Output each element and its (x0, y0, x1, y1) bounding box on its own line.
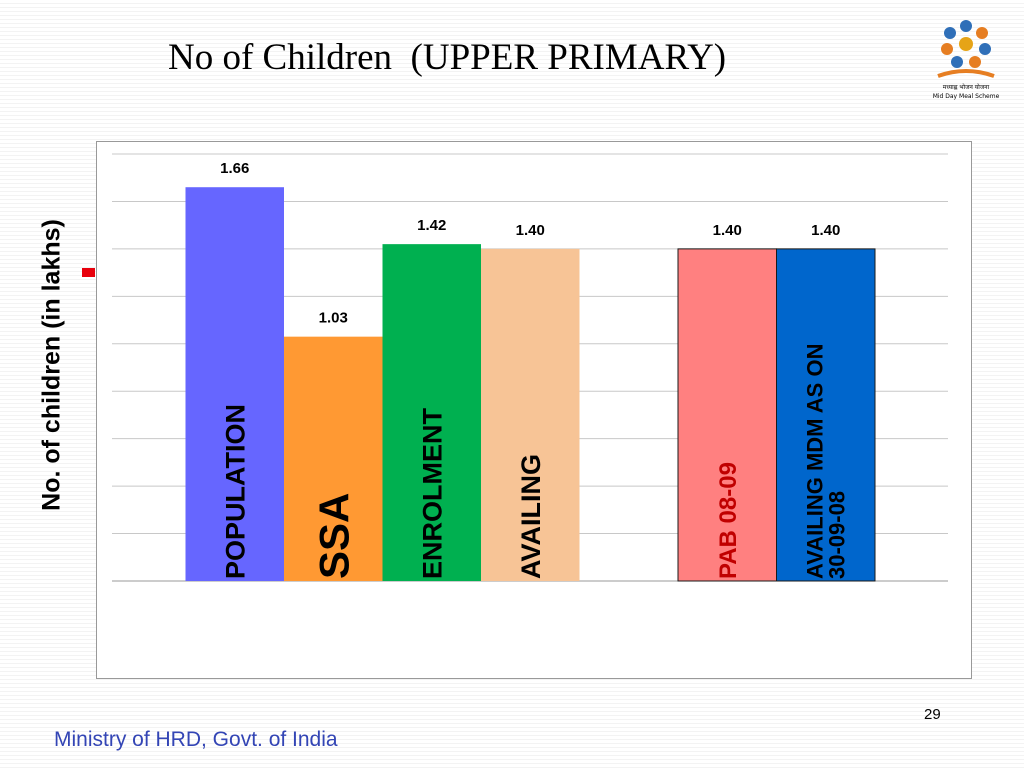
logo-text-hindi: मध्याह्न भोजन योजना (943, 83, 990, 91)
category-label: 30-09-08 (825, 491, 850, 579)
mid-day-meal-logo: मध्याह्न भोजन योजना Mid Day Meal Scheme (933, 20, 1000, 100)
bar (481, 248, 580, 581)
footer-text: Ministry of HRD, Govt. of India (54, 728, 338, 751)
data-label: 1.40 (811, 222, 840, 239)
data-label: 1.40 (516, 222, 545, 239)
category-label: AVAILING (516, 454, 546, 579)
data-label: 1.42 (417, 217, 446, 234)
bar-category-label: POPULATION (220, 404, 250, 579)
category-label: ENROLMENT (417, 408, 447, 579)
data-label: 1.40 (713, 222, 742, 239)
bar (382, 244, 481, 581)
bar-category-label: ENROLMENT (417, 408, 447, 579)
legend-marker (82, 268, 95, 277)
bar (185, 187, 284, 581)
logo-emblem-icon (937, 20, 995, 78)
page-number: 29 (924, 706, 941, 723)
category-label: SSA (310, 493, 357, 579)
category-label: AVAILING MDM AS ON (803, 344, 828, 579)
data-label: 1.66 (220, 160, 249, 177)
category-label: PAB 08-09 (715, 462, 742, 579)
bar (284, 336, 383, 581)
bar-category-label: PAB 08-09 (715, 462, 742, 579)
logo-text-english: Mid Day Meal Scheme (933, 93, 1000, 100)
bar (776, 248, 876, 582)
bar-category-label: SSA (310, 493, 357, 579)
data-label: 1.03 (319, 310, 348, 327)
slide-title: No of Children (UPPER PRIMARY) (168, 37, 727, 78)
category-label: POPULATION (220, 404, 250, 579)
bar-category-label: AVAILING (516, 454, 546, 579)
